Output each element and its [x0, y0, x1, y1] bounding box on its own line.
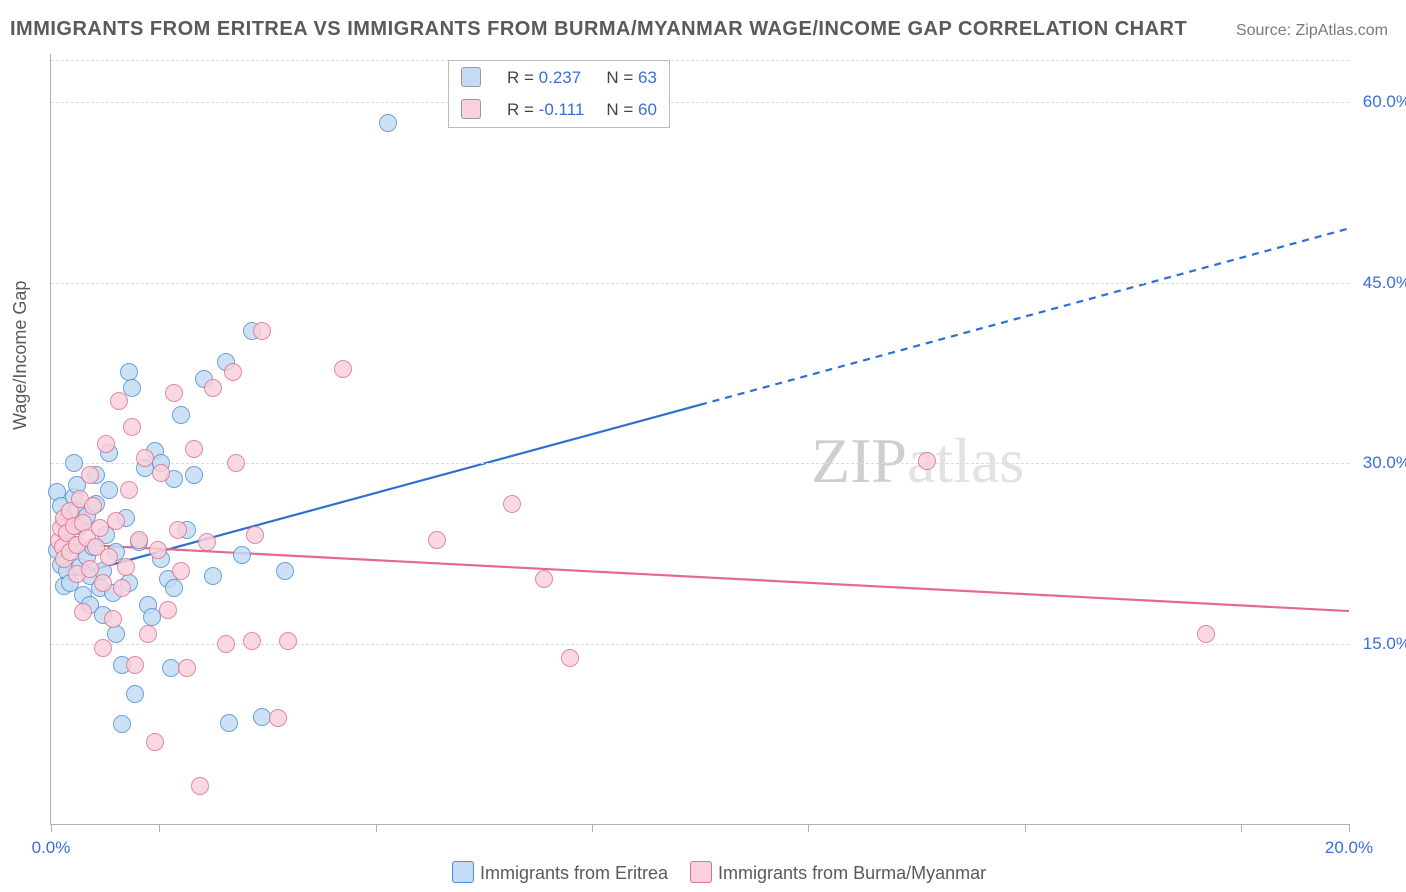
- data-point-eritrea: [233, 546, 251, 564]
- data-point-burma: [561, 649, 579, 667]
- y-axis-label: Wage/Income Gap: [10, 281, 31, 430]
- data-point-burma: [97, 435, 115, 453]
- data-point-eritrea: [185, 466, 203, 484]
- data-point-burma: [334, 360, 352, 378]
- x-tick: [376, 824, 377, 832]
- data-point-burma: [172, 562, 190, 580]
- data-point-burma: [428, 531, 446, 549]
- data-point-burma: [152, 464, 170, 482]
- data-point-burma: [100, 548, 118, 566]
- data-point-burma: [243, 632, 261, 650]
- data-point-burma: [84, 497, 102, 515]
- y-tick-label: 30.0%: [1355, 453, 1406, 473]
- data-point-burma: [117, 558, 135, 576]
- data-point-burma: [1197, 625, 1215, 643]
- data-point-eritrea: [276, 562, 294, 580]
- data-point-eritrea: [204, 567, 222, 585]
- series-legend: Immigrants from EritreaImmigrants from B…: [430, 861, 986, 884]
- data-point-burma: [503, 495, 521, 513]
- data-point-burma: [246, 526, 264, 544]
- data-point-burma: [74, 603, 92, 621]
- data-point-burma: [227, 454, 245, 472]
- data-point-burma: [159, 601, 177, 619]
- data-point-burma: [224, 363, 242, 381]
- data-point-burma: [217, 635, 235, 653]
- gridline: [51, 283, 1349, 284]
- data-point-burma: [269, 709, 287, 727]
- data-point-burma: [123, 418, 141, 436]
- plot-area: ZIPatlas 15.0%30.0%45.0%60.0%0.0%20.0%: [50, 54, 1349, 825]
- legend-entry: Immigrants from Burma/Myanmar: [668, 863, 986, 883]
- x-tick: [808, 824, 809, 832]
- y-tick-label: 60.0%: [1355, 92, 1406, 112]
- data-point-burma: [191, 777, 209, 795]
- data-point-burma: [126, 656, 144, 674]
- data-point-burma: [165, 384, 183, 402]
- data-point-burma: [130, 531, 148, 549]
- data-point-burma: [198, 533, 216, 551]
- data-point-burma: [178, 659, 196, 677]
- data-point-eritrea: [379, 114, 397, 132]
- data-point-burma: [204, 379, 222, 397]
- y-tick-label: 45.0%: [1355, 273, 1406, 293]
- data-point-burma: [120, 481, 138, 499]
- stats-row: R = -0.111N = 60: [451, 95, 667, 125]
- data-point-burma: [94, 639, 112, 657]
- data-point-burma: [81, 466, 99, 484]
- trend-eritrea-dash: [700, 228, 1349, 404]
- legend-entry: Immigrants from Eritrea: [430, 863, 668, 883]
- x-tick: [51, 824, 52, 832]
- data-point-eritrea: [126, 685, 144, 703]
- data-point-burma: [139, 625, 157, 643]
- data-point-burma: [107, 512, 125, 530]
- data-point-burma: [169, 521, 187, 539]
- chart-title: IMMIGRANTS FROM ERITREA VS IMMIGRANTS FR…: [10, 18, 1187, 41]
- data-point-burma: [94, 574, 112, 592]
- data-point-eritrea: [100, 481, 118, 499]
- data-point-burma: [535, 570, 553, 588]
- x-tick-label: 0.0%: [32, 838, 71, 858]
- data-point-eritrea: [65, 454, 83, 472]
- data-point-burma: [81, 560, 99, 578]
- trend-burma: [61, 544, 1349, 611]
- data-point-burma: [146, 733, 164, 751]
- gridline: [51, 463, 1349, 464]
- data-point-eritrea: [165, 579, 183, 597]
- data-point-burma: [136, 449, 154, 467]
- data-point-burma: [279, 632, 297, 650]
- data-point-burma: [110, 392, 128, 410]
- source-credit: Source: ZipAtlas.com: [1236, 22, 1388, 40]
- data-point-burma: [113, 579, 131, 597]
- data-point-eritrea: [113, 715, 131, 733]
- data-point-burma: [185, 440, 203, 458]
- x-tick: [1025, 824, 1026, 832]
- trend-lines-layer: [51, 54, 1349, 824]
- data-point-eritrea: [172, 406, 190, 424]
- x-tick: [592, 824, 593, 832]
- x-tick: [1241, 824, 1242, 832]
- stats-row: R = 0.237N = 63: [451, 63, 667, 93]
- gridline: [51, 60, 1349, 61]
- stats-legend: R = 0.237N = 63R = -0.111N = 60: [448, 60, 670, 128]
- x-tick: [159, 824, 160, 832]
- data-point-eritrea: [220, 714, 238, 732]
- data-point-eritrea: [120, 363, 138, 381]
- x-tick: [1349, 824, 1350, 832]
- gridline: [51, 102, 1349, 103]
- data-point-burma: [253, 322, 271, 340]
- data-point-burma: [104, 610, 122, 628]
- y-tick-label: 15.0%: [1355, 634, 1406, 654]
- data-point-burma: [918, 452, 936, 470]
- x-tick-label: 20.0%: [1325, 838, 1373, 858]
- data-point-burma: [149, 541, 167, 559]
